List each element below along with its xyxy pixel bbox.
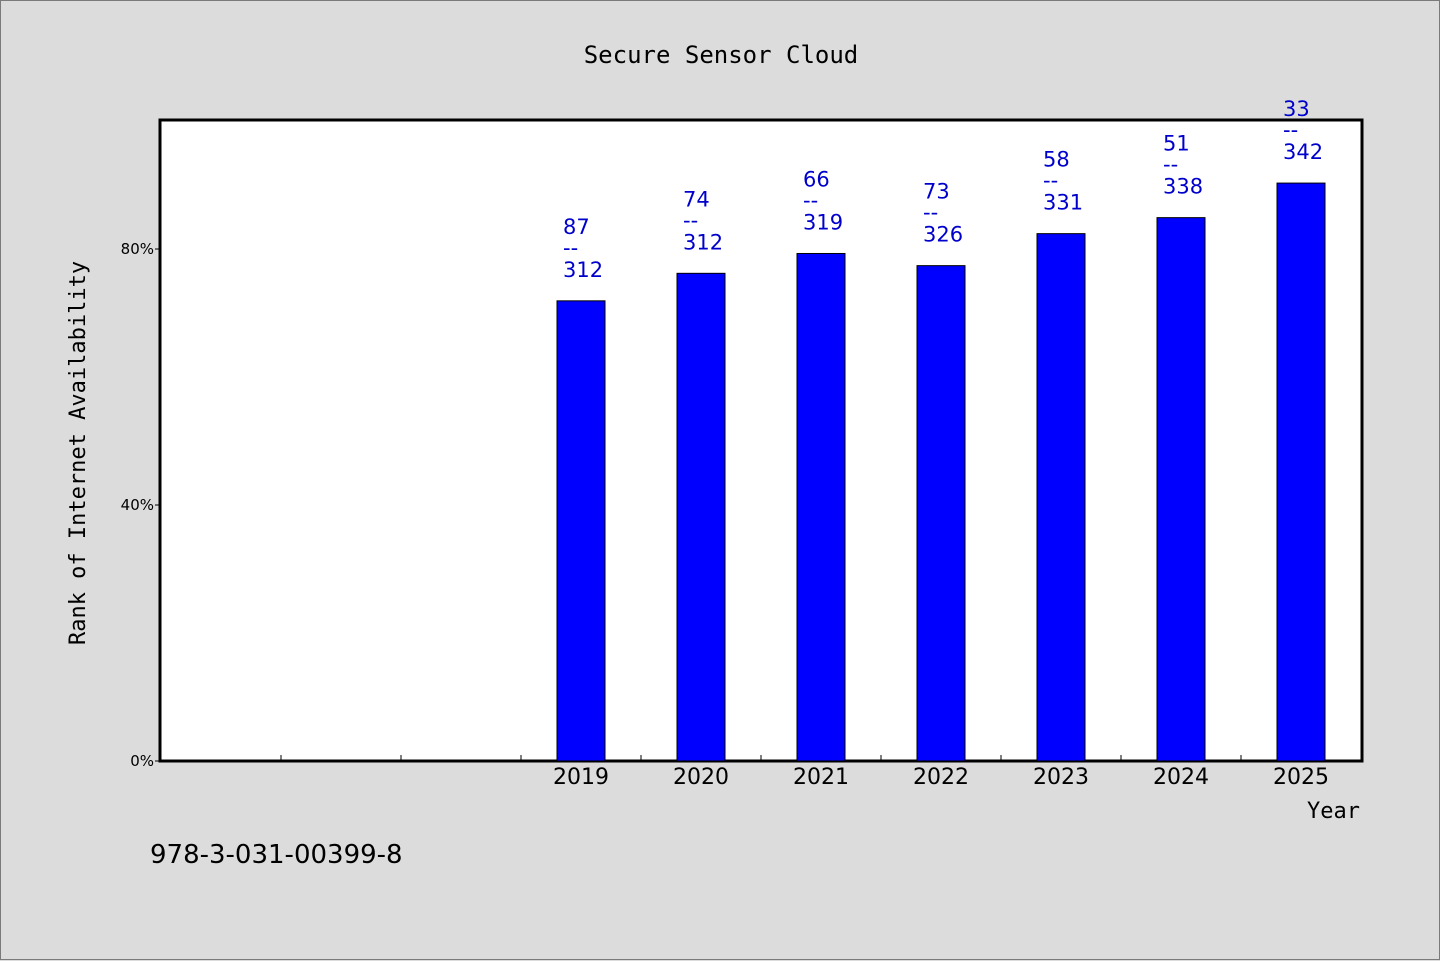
bars	[556, 182, 1326, 762]
footer-code: 978-3-031-00399-8	[150, 840, 403, 870]
y-tick-label: 80%	[121, 240, 154, 258]
y-tick-label: 0%	[130, 752, 154, 770]
x-tick-label: 2020	[673, 765, 729, 790]
y-tick-label: 40%	[121, 496, 154, 514]
x-tick-label: 2019	[553, 765, 609, 790]
bar-label-top: 87	[563, 215, 590, 239]
bar-label-bottom: 326	[923, 223, 963, 247]
x-tick-label: 2025	[1273, 765, 1329, 790]
bar-label-top: 33	[1283, 97, 1310, 121]
bar-label-top: 66	[803, 167, 830, 191]
chart-title: Secure Sensor Cloud	[584, 41, 859, 69]
bar	[796, 252, 846, 762]
bar-label-separator: --	[683, 208, 698, 232]
bar	[1156, 217, 1206, 762]
bar-label-separator: --	[1043, 169, 1058, 193]
bar	[556, 300, 606, 762]
bar	[1036, 233, 1086, 762]
bar-label-bottom: 312	[683, 230, 723, 254]
bar-label-bottom: 319	[803, 210, 843, 234]
y-axis: 0% 40% 80%	[121, 240, 161, 770]
bar	[916, 265, 966, 762]
x-tick-label: 2022	[913, 765, 969, 790]
x-axis: 2019 2020 2021 2022 2023 2024 2025	[280, 755, 1329, 790]
bar-label-top: 73	[923, 180, 950, 204]
bar-label-bottom: 331	[1043, 191, 1083, 215]
bar-label-bottom: 342	[1283, 140, 1323, 164]
bar-label-bottom: 312	[563, 258, 603, 282]
x-tick-label: 2023	[1033, 765, 1089, 790]
bar-label-separator: --	[563, 236, 578, 260]
x-axis-label: Year	[1307, 799, 1360, 824]
bar	[676, 272, 726, 762]
bar-label-separator: --	[803, 188, 818, 212]
bar-label-bottom: 338	[1163, 175, 1203, 199]
bar	[1276, 182, 1326, 762]
y-axis-label: Rank of Internet Availability	[66, 261, 91, 645]
bar-label-separator: --	[1163, 153, 1178, 177]
bar-label-top: 58	[1043, 148, 1070, 172]
bar-label-separator: --	[923, 201, 938, 225]
x-tick-label: 2024	[1153, 765, 1209, 790]
bar-label-separator: --	[1283, 118, 1298, 142]
bar-label-top: 74	[683, 187, 710, 211]
x-tick-label: 2021	[793, 765, 849, 790]
bar-label-top: 51	[1163, 132, 1190, 156]
bar-labels: 87--31274--31266--31973--32658--33151--3…	[563, 97, 1323, 282]
